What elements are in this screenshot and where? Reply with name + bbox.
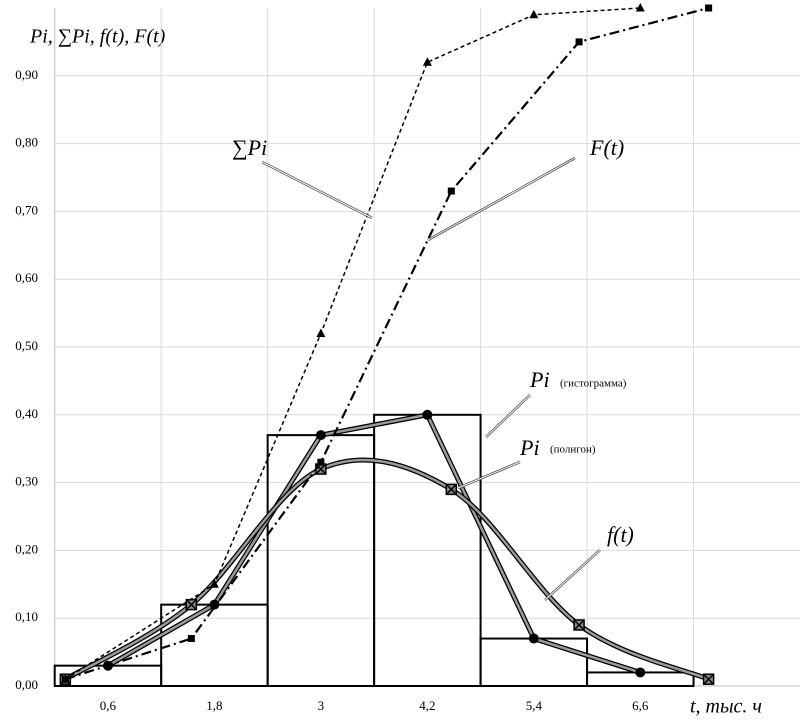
leader-line-inner bbox=[485, 394, 531, 438]
annotation: Pi bbox=[529, 367, 550, 392]
marker bbox=[529, 9, 539, 19]
leader-line-inner bbox=[544, 549, 601, 601]
annotation: (гистограмма) bbox=[560, 378, 627, 390]
marker-cross bbox=[703, 673, 715, 685]
marker bbox=[528, 633, 539, 644]
y-tick-label: 0,70 bbox=[15, 202, 38, 217]
marker bbox=[575, 38, 583, 46]
x-tick-label: 4,2 bbox=[419, 698, 435, 713]
y-tick-label: 0,20 bbox=[15, 541, 38, 556]
marker bbox=[316, 328, 326, 337]
y-tick-label: 0,40 bbox=[15, 406, 38, 421]
leader-line-inner bbox=[427, 157, 576, 241]
y-axis-label: Pi, ∑Pi, f(t), F(t) bbox=[29, 26, 166, 48]
marker bbox=[705, 4, 713, 12]
marker-cross bbox=[445, 483, 457, 495]
y-tick-label: 0,30 bbox=[15, 474, 38, 489]
annotation: F(t) bbox=[589, 135, 624, 160]
histogram-bar bbox=[479, 637, 589, 687]
series-line bbox=[65, 6, 709, 681]
annotation: (полигон) bbox=[550, 444, 596, 456]
marker bbox=[187, 635, 195, 643]
marker-cross bbox=[573, 619, 585, 631]
marker bbox=[422, 57, 432, 66]
annotation: Pi bbox=[519, 435, 540, 460]
series-line bbox=[64, 7, 641, 680]
marker bbox=[209, 599, 220, 610]
marker bbox=[447, 187, 455, 195]
y-tick-label: 0,00 bbox=[15, 677, 38, 692]
marker bbox=[61, 675, 69, 683]
marker bbox=[635, 667, 646, 678]
x-axis-label: t, тыс. ч bbox=[690, 696, 762, 718]
y-tick-label: 0,80 bbox=[15, 135, 38, 150]
marker bbox=[422, 409, 433, 420]
leader-line-inner bbox=[457, 461, 521, 489]
marker bbox=[317, 458, 325, 466]
y-tick-label: 0,60 bbox=[15, 270, 38, 285]
y-tick-label: 0,50 bbox=[15, 338, 38, 353]
x-tick-label: 5,4 bbox=[526, 698, 543, 713]
x-tick-label: 0,6 bbox=[100, 698, 117, 713]
series-line bbox=[107, 413, 641, 674]
x-tick-label: 1,8 bbox=[206, 698, 222, 713]
marker bbox=[315, 430, 326, 441]
marker bbox=[209, 579, 219, 588]
annotation: ∑Pi bbox=[232, 135, 267, 160]
marker-cross bbox=[185, 599, 197, 611]
y-tick-label: 0,10 bbox=[15, 609, 38, 624]
leader-line-inner bbox=[261, 161, 373, 219]
x-tick-label: 3 bbox=[318, 698, 325, 713]
annotation: f(t) bbox=[607, 522, 634, 547]
y-tick-label: 0,90 bbox=[15, 67, 38, 82]
marker bbox=[635, 3, 645, 12]
x-tick-label: 6,6 bbox=[632, 698, 649, 713]
